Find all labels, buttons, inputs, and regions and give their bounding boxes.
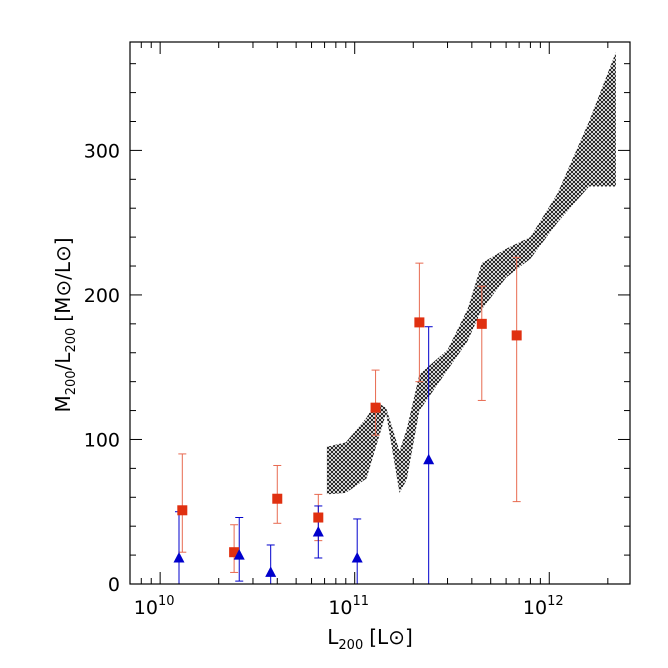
blue-triangle-point [265,566,277,577]
blue-triangle-point [173,551,185,563]
x-axis-title: L200 [L⊙] [327,625,413,653]
blue-triangle-point [233,549,245,560]
y-tick-label: 100 [84,429,120,451]
red-error-bar [371,369,380,436]
red-square-point [272,493,283,504]
blue-triangle-point [423,453,435,465]
red-square-point [229,547,240,558]
red-square-point [313,512,324,523]
y-tick-label: 300 [84,140,120,162]
red-error-bar [178,453,187,553]
plot-frame [129,41,631,585]
red-square-point [511,330,522,341]
y-tick-label: 200 [84,285,120,307]
blue-triangle-point [312,525,324,537]
x-tick-label: 1011 [328,594,369,619]
blue-triangle-point [351,551,363,563]
red-error-bar [512,256,521,503]
y-axis-title: M200/L200[M⊙/L⊙] [51,237,79,412]
y-tick-label: 0 [108,574,120,596]
x-tick-label: 1010 [134,594,175,619]
red-error-bar [477,285,486,401]
blue-error-bar [266,544,275,585]
red-square-point [476,318,487,329]
red-square-point [414,317,425,328]
blue-error-bar [174,511,183,585]
red-square-point [370,402,381,413]
x-tick-label: 1012 [523,594,564,619]
hatched-band [326,52,616,495]
red-square-point [177,505,188,516]
